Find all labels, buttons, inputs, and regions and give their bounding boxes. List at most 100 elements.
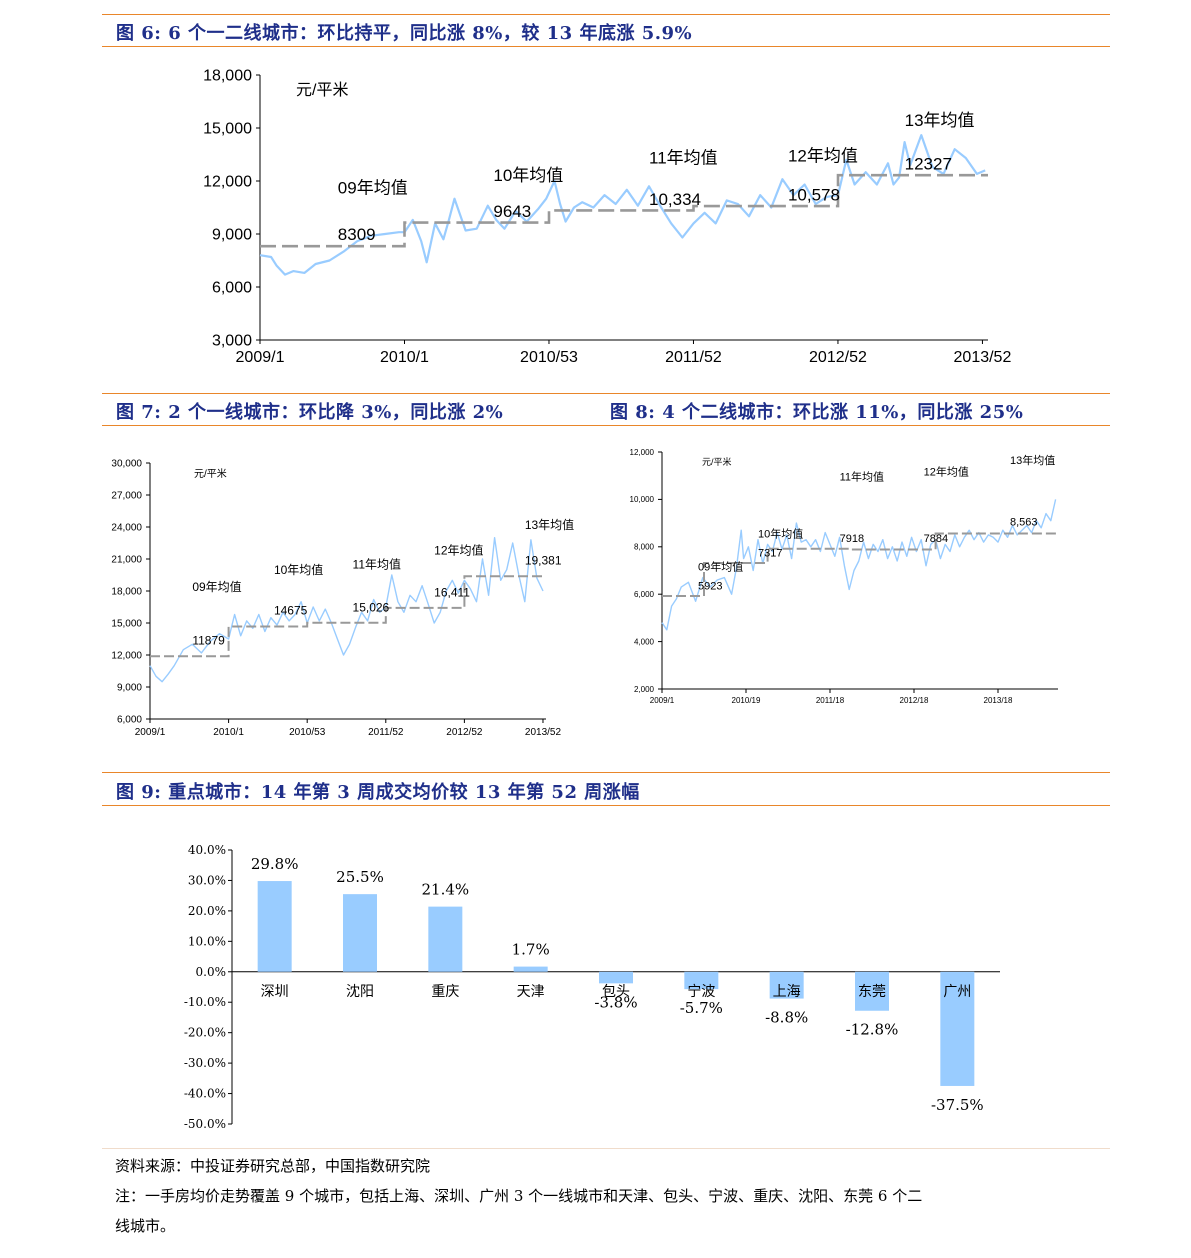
x-tick-label: 2009/1: [236, 349, 285, 366]
y-tick-label: -50.0%: [184, 1117, 226, 1131]
x-tick-label: 2010/19: [732, 696, 761, 705]
x-tick-label: 2013/18: [984, 696, 1013, 705]
category-label: 广州: [943, 984, 971, 1000]
bar: [684, 971, 719, 990]
x-tick-label: 2012/18: [900, 696, 929, 705]
title-rule-bottom-fig6: [102, 46, 1110, 47]
y-tick-label: 30.0%: [188, 873, 226, 887]
weekly-price-line: [149, 537, 544, 683]
title-rule-top-fig9: [102, 772, 1110, 773]
note-text-line2: 线城市。: [115, 1217, 176, 1235]
annual-mean-value: 9643: [493, 202, 531, 221]
y-tick-label: 2,000: [634, 685, 655, 694]
y-tick-label: 4,000: [634, 637, 655, 646]
y-tick-label: -10.0%: [184, 995, 226, 1009]
fig9-title: 图 9: 重点城市：14 年第 3 周成交均价较 13 年第 52 周涨幅: [116, 782, 640, 803]
title-rule-top-fig7-8: [102, 393, 1110, 394]
y-tick-label: 8,000: [634, 543, 655, 552]
category-label: 天津: [517, 984, 545, 1000]
annual-mean-label: 11年均值: [649, 148, 718, 167]
y-tick-label: 24,000: [111, 523, 142, 534]
note-text-line1: 注：一手房均价走势覆盖 9 个城市，包括上海、深圳、广州 3 个一线城市和天津、…: [115, 1187, 923, 1205]
annual-mean-label: 12年均值: [434, 543, 483, 558]
bar-value-label: 1.7%: [512, 941, 550, 959]
category-label: 宁波: [687, 983, 715, 1000]
annual-mean-label: 09年均值: [338, 178, 408, 197]
annual-mean-label: 13年均值: [525, 517, 574, 532]
y-tick-label: 21,000: [111, 555, 142, 566]
category-label: 上海: [773, 984, 801, 1000]
annual-mean-label: 12年均值: [788, 147, 858, 166]
y-tick-label: 20.0%: [188, 904, 226, 918]
annual-mean-label: 12年均值: [924, 465, 969, 479]
unit-label: 元/平米: [702, 456, 732, 467]
y-tick-label: 12,000: [203, 174, 252, 191]
annual-mean-line: [150, 575, 546, 658]
annual-mean-label: 09年均值: [698, 560, 743, 574]
x-tick-label: 2009/1: [650, 696, 675, 705]
weekly-price-line: [259, 134, 986, 276]
bar: [343, 894, 377, 972]
annual-mean-label: 11年均值: [353, 557, 401, 572]
x-tick-label: 2012/52: [446, 727, 483, 738]
x-tick-label: 2010/53: [520, 349, 578, 366]
y-tick-label: 6,000: [117, 715, 142, 726]
annual-mean-line: [662, 532, 1058, 597]
annual-mean-value: 10,578: [788, 185, 840, 204]
annual-mean-label: 13年均值: [1010, 453, 1055, 467]
category-label: 沈阳: [346, 984, 374, 1000]
bar-value-label: 29.8%: [251, 855, 299, 873]
title-rule-top-fig6: [102, 14, 1110, 15]
y-tick-label: 9,000: [212, 227, 252, 244]
bar: [599, 971, 633, 984]
annual-mean-label: 11年均值: [840, 469, 884, 483]
annual-mean-value: 7317: [758, 547, 782, 559]
bar: [940, 971, 975, 1086]
annual-mean-value: 8309: [338, 225, 376, 244]
unit-label: 元/平米: [194, 467, 227, 480]
y-tick-label: 6,000: [634, 590, 655, 599]
source-rule: [102, 1148, 1110, 1149]
bar-value-label: -5.7%: [680, 999, 723, 1017]
bar-value-label: -12.8%: [846, 1021, 899, 1039]
bar: [769, 971, 804, 999]
annual-mean-value: 10,334: [649, 190, 701, 209]
title-rule-bottom-fig7-8: [102, 425, 1110, 426]
y-tick-label: 12,000: [630, 448, 655, 457]
annual-mean-value: 16,411: [434, 585, 470, 599]
fig6-title: 图 6: 6 个一二线城市：环比持平，同比涨 8%，较 13 年底涨 5.9%: [116, 23, 693, 44]
bar: [257, 881, 292, 972]
bar: [513, 966, 548, 972]
y-tick-label: -20.0%: [184, 1026, 226, 1040]
fig7-chart: 6,000 9,000 12,000 15,000 18,000 21,000 24,000…: [111, 459, 574, 739]
x-tick-label: 2009/1: [135, 727, 166, 738]
x-tick-label: 2010/1: [380, 349, 429, 366]
y-tick-label: 18,000: [111, 587, 142, 598]
x-tick-label: 2013/52: [954, 349, 1012, 366]
title-rule-bottom-fig9: [102, 805, 1110, 806]
category-label: 重庆: [431, 984, 459, 1000]
annual-mean-value: 5923: [698, 580, 722, 592]
y-tick-label: 12,000: [111, 651, 142, 662]
unit-label: 元/平米: [296, 81, 348, 99]
y-tick-label: 15,000: [111, 619, 142, 630]
category-label: 东莞: [858, 984, 886, 1000]
x-tick-label: 2010/1: [213, 727, 244, 738]
x-tick-label: 2011/52: [368, 727, 404, 738]
annual-mean-label: 09年均值: [192, 579, 241, 594]
bar-value-label: 25.5%: [336, 868, 384, 886]
annual-mean-label: 10年均值: [274, 562, 323, 577]
fig9-chart: -50.0% -40.0% -30.0% -20.0% -10.0% 0.0% 10.0% 2…: [184, 843, 1000, 1131]
bar: [855, 971, 889, 1011]
y-tick-label: 10.0%: [188, 934, 226, 948]
y-tick-label: 9,000: [117, 683, 142, 694]
y-tick-label: 18,000: [203, 68, 252, 85]
x-tick-label: 2010/53: [289, 727, 326, 738]
bar-value-label: -8.8%: [765, 1009, 808, 1027]
y-tick-label: 10,000: [630, 495, 655, 504]
y-tick-label: 27,000: [111, 491, 142, 502]
y-tick-label: -30.0%: [184, 1056, 226, 1070]
annual-mean-value: 15,026: [353, 600, 390, 614]
fig8-chart: 2,000 4,000 6,000 8,000 10,000 12,000 2009/1 20…: [630, 448, 1058, 705]
y-tick-label: 40.0%: [188, 843, 226, 857]
